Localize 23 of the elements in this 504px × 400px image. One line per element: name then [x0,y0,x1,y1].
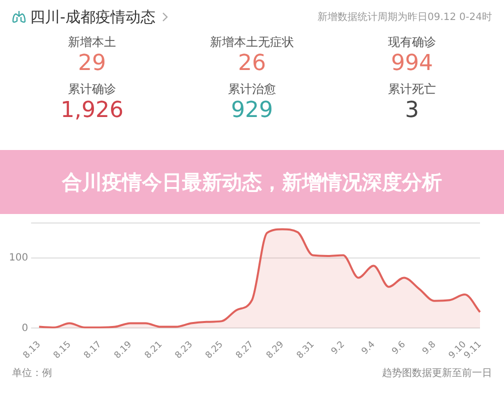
category-label: 累计确诊 [67,81,117,98]
y-tick-label: 100 [8,252,28,264]
x-tick-label: 9.2 [330,340,347,357]
x-tick-label: 9.4 [360,340,378,357]
category-label: 新增本土 [67,34,117,51]
category-label: 现有确诊 [387,34,437,51]
category-label: 累计死亡 [387,81,437,98]
chart-title: 合川疫情今日最新动态，新增情况深度分析 [0,150,504,214]
text: 四川-成都疫情动态 [30,8,156,26]
text: 929 [231,98,273,123]
text: 单位：例 [12,366,52,380]
text: 趋势图数据更新至前一日 [382,366,492,380]
category-label: 新增本土无症状 [209,34,295,51]
text: 994 [391,51,433,76]
text: 1,926 [60,98,124,123]
x-tick-label: 9.8 [420,340,438,357]
text: 26 [238,51,266,76]
category-label: 累计治愈 [227,81,277,98]
y-tick-label: 0 [22,322,28,334]
text: 新增数据统计周期为昨日09.12 0-24时 [317,10,492,24]
text: 3 [405,98,419,123]
x-tick-label: 9.6 [390,340,408,357]
text: 29 [78,51,106,76]
